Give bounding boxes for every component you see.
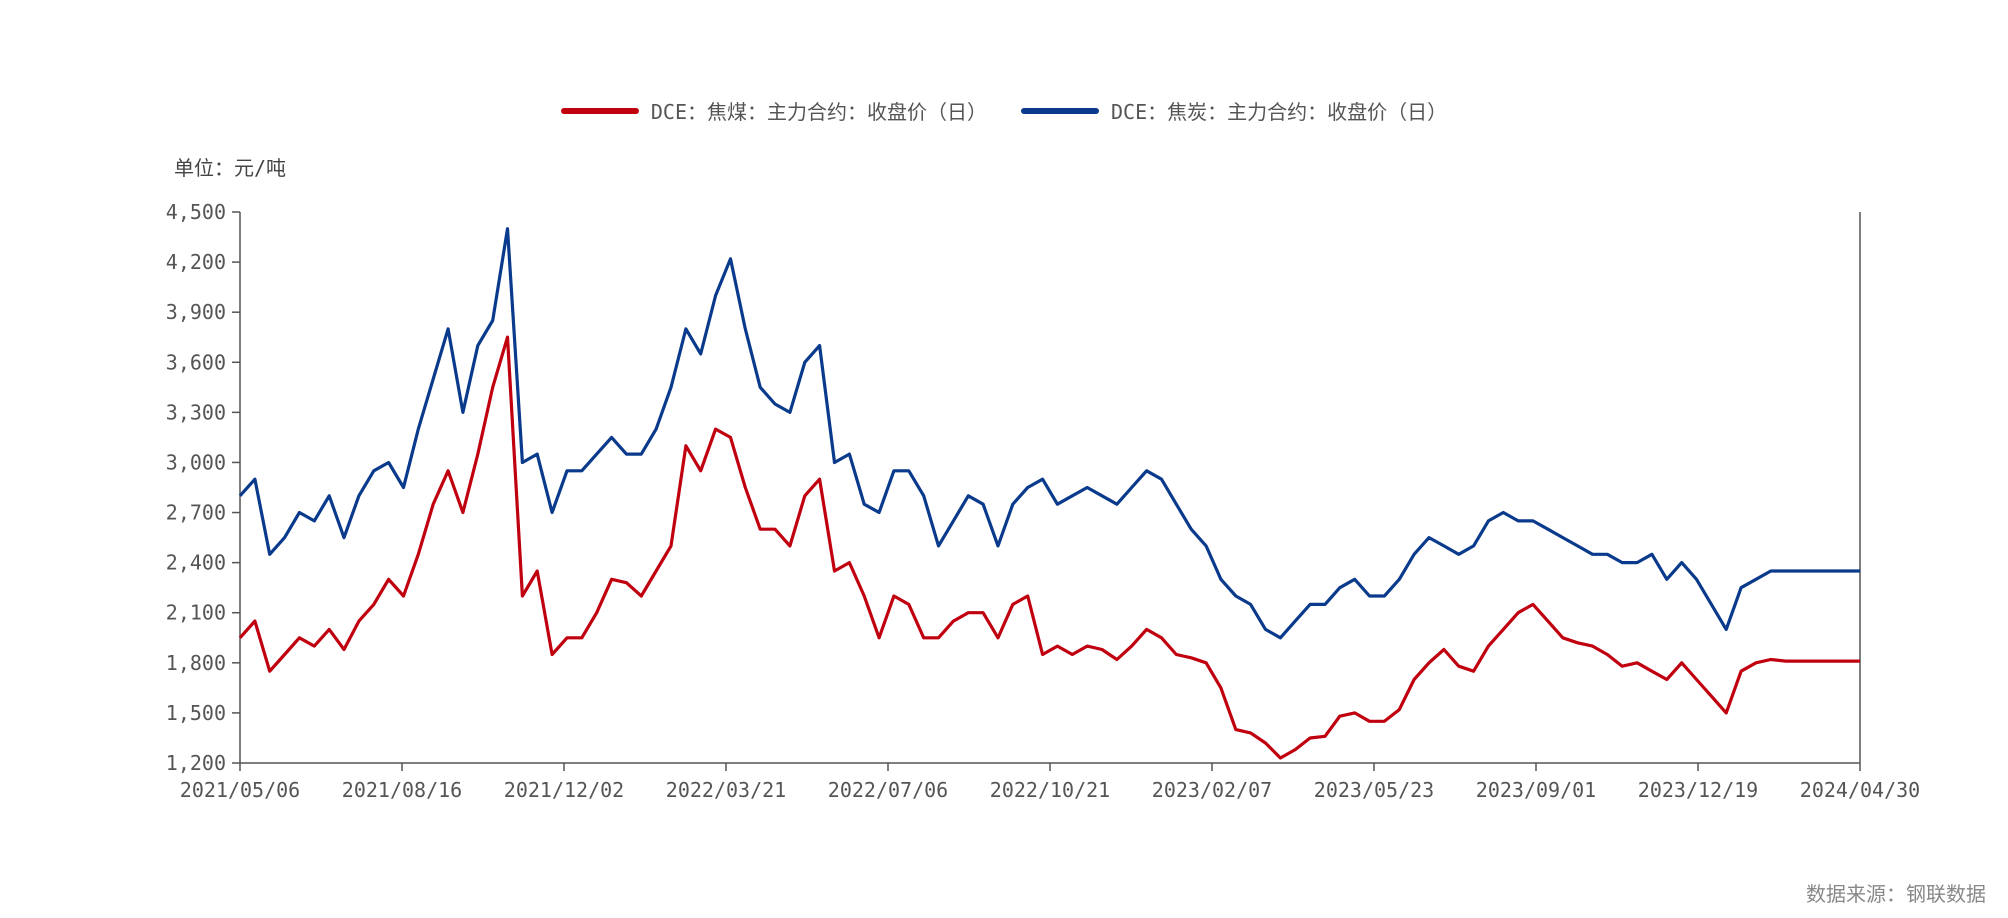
legend: DCE：焦煤：主力合约：收盘价（日） DCE：焦炭：主力合约：收盘价（日） [0, 96, 2008, 125]
legend-item-coking-coal[interactable]: DCE：焦煤：主力合约：收盘价（日） [560, 96, 987, 125]
legend-item-coke[interactable]: DCE：焦炭：主力合约：收盘价（日） [1021, 96, 1447, 125]
x-tick-label: 2022/03/21 [666, 778, 786, 802]
y-tick-label: 3,300 [166, 400, 226, 424]
unit-label: 单位：元/吨 [174, 156, 287, 180]
x-tick-label: 2021/12/02 [504, 778, 624, 802]
x-tick-label: 2023/05/23 [1314, 778, 1434, 802]
y-tick-label: 3,600 [166, 350, 226, 374]
y-tick-label: 1,800 [166, 651, 226, 675]
legend-swatch-coking-coal [560, 107, 639, 114]
series-line-coking-coal [238, 335, 1860, 760]
y-tick-label: 4,200 [166, 250, 226, 274]
x-tick-label: 2023/12/19 [1638, 778, 1758, 802]
y-tick-label: 2,100 [166, 601, 226, 625]
source-label: 数据来源：钢联数据 [1806, 882, 1986, 906]
x-tick-label: 2023/09/01 [1476, 778, 1596, 802]
legend-label-coke: DCE：焦炭：主力合约：收盘价（日） [1111, 100, 1448, 124]
series-line-coke [238, 227, 1860, 640]
x-tick-label: 2022/07/06 [828, 778, 948, 802]
legend-label-coking-coal: DCE：焦煤：主力合约：收盘价（日） [650, 100, 987, 124]
y-tick-label: 3,900 [166, 300, 226, 324]
y-tick-label: 2,700 [166, 501, 226, 525]
x-tick-label: 2022/10/21 [990, 778, 1110, 802]
y-tick-label: 4,500 [166, 200, 226, 224]
x-tick-label: 2024/04/30 [1800, 778, 1920, 802]
y-tick-label: 1,200 [166, 751, 226, 775]
x-tick-label: 2021/05/06 [180, 778, 300, 802]
y-tick-label: 1,500 [166, 701, 226, 725]
x-tick-label: 2023/02/07 [1152, 778, 1272, 802]
y-tick-label: 2,400 [166, 551, 226, 575]
y-tick-label: 3,000 [166, 450, 226, 474]
x-tick-label: 2021/08/16 [342, 778, 462, 802]
legend-swatch-coke [1021, 107, 1099, 114]
